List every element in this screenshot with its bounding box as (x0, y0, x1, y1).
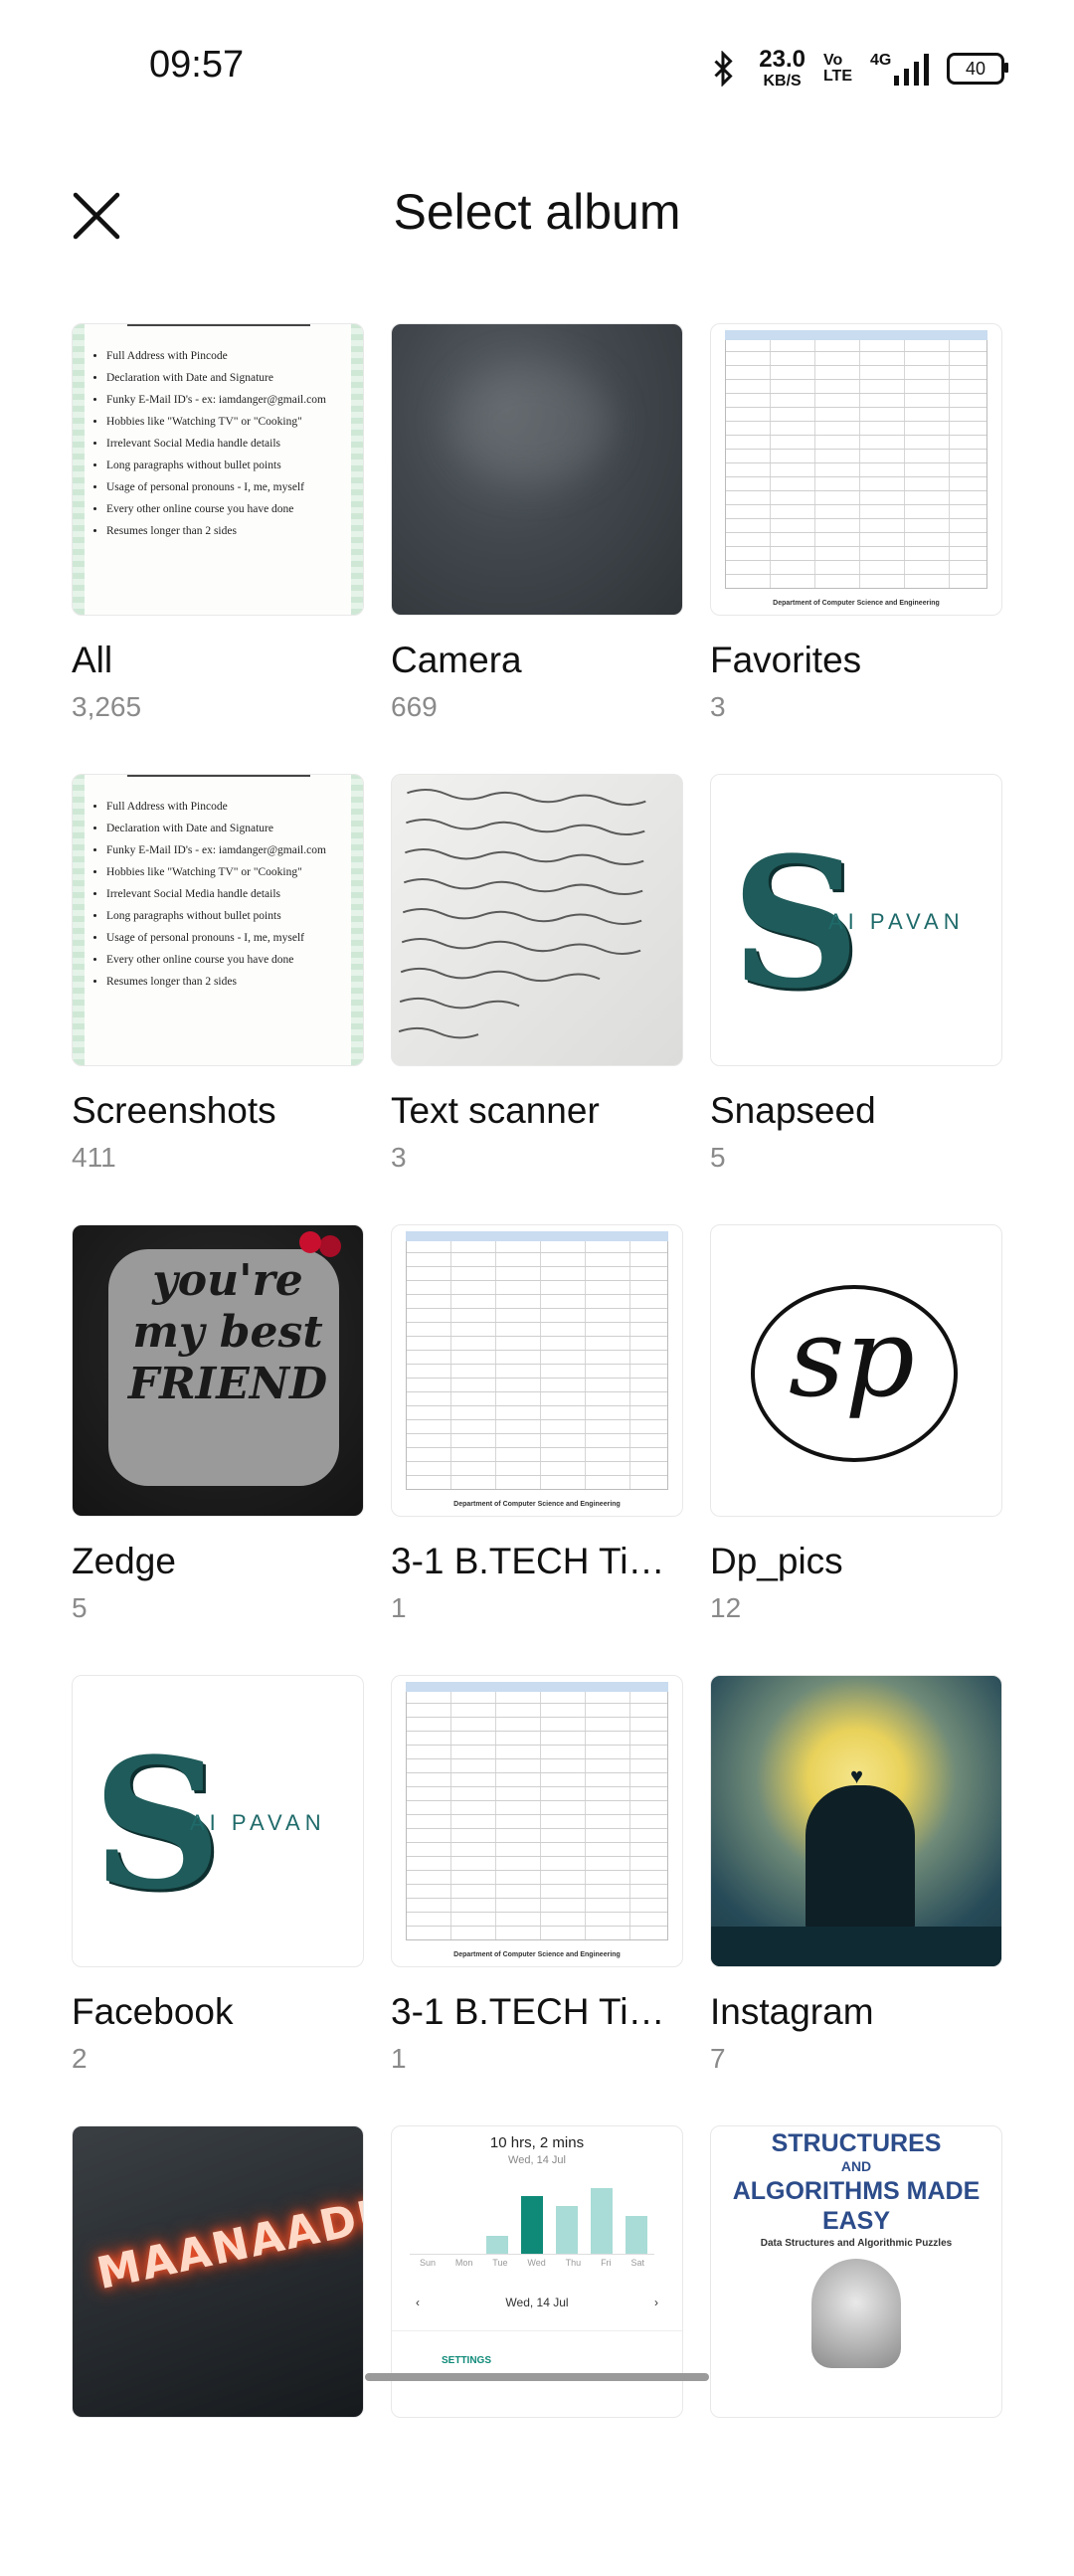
album-partial-2[interactable]: 10 hrs, 2 mins Wed, 14 Jul Sun Mon Tue W… (391, 2125, 683, 2576)
bluetooth-icon (714, 51, 733, 87)
network-speed: 23.0 KB/S (759, 46, 806, 90)
usage-days: Sun Mon Tue Wed Thu Fri Sat (419, 2258, 644, 2268)
album-thumbnail: 10 hrs, 2 mins Wed, 14 Jul Sun Mon Tue W… (391, 2125, 683, 2418)
album-count: 12 (710, 1592, 742, 1623)
album-name: Instagram (710, 1991, 874, 2032)
album-instagram[interactable]: ♥ Instagram 7 (710, 1675, 1002, 2125)
album-thumbnail: Department of Computer Science and Engin… (391, 1224, 683, 1517)
header: Select album (0, 149, 1074, 278)
close-icon[interactable] (62, 181, 131, 251)
album-thumbnail (391, 774, 683, 1066)
logo-text: AI PAVAN (190, 1810, 326, 1835)
album-thumbnail: you're my best FRIEND (72, 1224, 364, 1517)
album-dp-pics[interactable]: sp Dp_pics 12 (710, 1224, 1002, 1675)
album-btech-timetable-2[interactable]: Department of Computer Science and Engin… (391, 1675, 683, 2125)
album-zedge[interactable]: you're my best FRIEND Zedge 5 (72, 1224, 364, 1675)
album-count: 411 (72, 1142, 116, 1173)
album-thumbnail: ♥ (710, 1675, 1002, 1967)
album-thumbnail: Full Address with Pincode Declaration wi… (72, 323, 364, 616)
album-count: 1 (391, 2043, 407, 2074)
album-thumbnail: Department of Computer Science and Engin… (391, 1675, 683, 1967)
album-count: 3 (710, 691, 726, 722)
album-screenshots[interactable]: Full Address with Pincode Declaration wi… (72, 774, 364, 1224)
usage-date-nav: ‹ Wed, 14 Jul › (416, 2296, 658, 2309)
album-thumbnail: MAANAADU (72, 2125, 364, 2418)
album-snapseed[interactable]: S AI PAVAN Snapseed 5 (710, 774, 1002, 1224)
album-thumbnail: STRUCTURES AND ALGORITHMS MADE EASY Data… (710, 2125, 1002, 2418)
album-name: Snapseed (710, 1090, 876, 1131)
album-name: Zedge (72, 1541, 176, 1581)
album-name: Facebook (72, 1991, 234, 2032)
album-name: Camera (391, 640, 522, 680)
logo-text: AI PAVAN (828, 909, 965, 934)
album-facebook[interactable]: S AI PAVAN Facebook 2 (72, 1675, 364, 2125)
album-btech-timetable-1[interactable]: Department of Computer Science and Engin… (391, 1224, 683, 1675)
album-count: 669 (391, 691, 438, 722)
album-thumbnail: Full Address with Pincode Declaration wi… (72, 774, 364, 1066)
status-bar: 09:57 23.0 KB/S Vo LTE 4G 40 (0, 0, 1074, 129)
album-name: Favorites (710, 640, 862, 680)
album-name: 3-1 B.TECH Tim… (391, 1991, 683, 2032)
album-count: 7 (710, 2043, 726, 2074)
page-title: Select album (393, 184, 681, 240)
album-name: Dp_pics (710, 1541, 843, 1581)
album-count: 3 (391, 1142, 407, 1173)
status-time: 09:57 (149, 44, 245, 86)
heart-icon: ♥ (850, 1763, 864, 1788)
status-icons: 23.0 KB/S Vo LTE 4G 40 (705, 46, 1008, 90)
album-count: 2 (72, 2043, 88, 2074)
usage-chart (410, 2184, 654, 2255)
album-name: Text scanner (391, 1090, 600, 1131)
battery-icon: 40 (947, 53, 1008, 85)
album-thumbnail: Department of Computer Science and Engin… (710, 323, 1002, 616)
resume-tips-list: Full Address with Pincode Declaration wi… (92, 350, 347, 547)
logo-s: S (731, 819, 860, 1028)
album-count: 1 (391, 1592, 407, 1623)
resume-tips-list: Full Address with Pincode Declaration wi… (92, 801, 347, 998)
album-grid: Full Address with Pincode Declaration wi… (72, 323, 1002, 2576)
album-partial-3[interactable]: STRUCTURES AND ALGORITHMS MADE EASY Data… (710, 2125, 1002, 2576)
album-text-scanner[interactable]: Text scanner 3 (391, 774, 683, 1224)
chevron-right-icon: › (654, 2296, 658, 2309)
logo-text: sp (789, 1294, 915, 1421)
album-camera[interactable]: Camera 669 (391, 323, 683, 774)
album-count: 5 (72, 1592, 88, 1623)
album-thumbnail (391, 323, 683, 616)
chevron-left-icon: ‹ (416, 2296, 420, 2309)
album-thumbnail: S AI PAVAN (72, 1675, 364, 1967)
album-name: Screenshots (72, 1090, 276, 1131)
album-favorites[interactable]: Department of Computer Science and Engin… (710, 323, 1002, 774)
logo-s: S (92, 1720, 222, 1930)
album-name: All (72, 640, 113, 680)
album-count: 5 (710, 1142, 726, 1173)
album-count: 3,265 (72, 691, 142, 722)
volte-icon: Vo LTE (822, 52, 852, 85)
neon-text: MAANAADU (92, 2186, 364, 2300)
album-thumbnail: sp (710, 1224, 1002, 1517)
handwriting-image (398, 789, 646, 1039)
home-indicator[interactable] (365, 2373, 709, 2381)
album-thumbnail: S AI PAVAN (710, 774, 1002, 1066)
sticker-text: you're my best FRIEND (127, 1255, 328, 1409)
album-partial-1[interactable]: MAANAADU (72, 2125, 364, 2576)
lion-illustration (811, 2259, 901, 2368)
signal-icon: 4G (870, 52, 929, 86)
album-all[interactable]: Full Address with Pincode Declaration wi… (72, 323, 364, 774)
album-name: 3-1 B.TECH Tim… (391, 1541, 683, 1581)
